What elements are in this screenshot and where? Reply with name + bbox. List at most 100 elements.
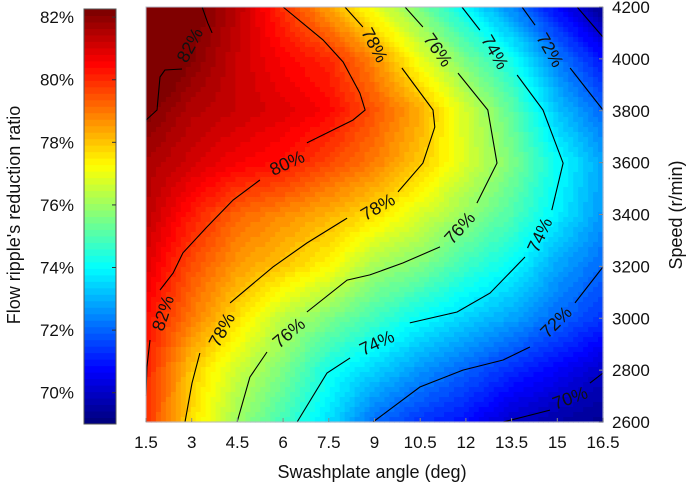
heatmap-cell [245, 22, 251, 28]
heatmap-cell [195, 22, 202, 28]
heatmap-cell [568, 127, 574, 133]
heatmap-cell [488, 187, 495, 193]
heatmap-cell [439, 132, 445, 138]
heatmap-cell [384, 107, 390, 113]
heatmap-cell [404, 87, 410, 93]
heatmap-cell [424, 42, 430, 48]
heatmap-cell [255, 57, 261, 63]
heatmap-cell [364, 92, 371, 98]
heatmap-cell [190, 207, 197, 213]
heatmap-cell [483, 192, 490, 198]
heatmap-cell [523, 202, 530, 208]
heatmap-cell [424, 127, 430, 133]
heatmap-cell [280, 27, 286, 33]
heatmap-cell [240, 77, 246, 83]
heatmap-cell [523, 267, 530, 273]
heatmap-cell [334, 82, 341, 88]
heatmap-cell [513, 132, 520, 138]
heatmap-cell [558, 242, 564, 248]
heatmap-cell [439, 147, 445, 153]
heatmap-cell [220, 17, 227, 23]
heatmap-cell [190, 227, 197, 233]
heatmap-cell [538, 147, 544, 153]
heatmap-cell [593, 232, 599, 238]
heatmap-cell [478, 147, 485, 153]
heatmap-cell [458, 192, 465, 198]
heatmap-cell [449, 257, 455, 263]
heatmap-cell [563, 207, 569, 213]
heatmap-cell [583, 212, 589, 218]
heatmap-cell [429, 32, 435, 38]
heatmap-cell [185, 172, 192, 178]
heatmap-cell [195, 247, 202, 253]
heatmap-cell [230, 242, 237, 248]
heatmap-cell [528, 157, 535, 163]
heatmap-cell [563, 197, 569, 203]
heatmap-cell [285, 232, 291, 238]
heatmap-cell [553, 77, 559, 83]
heatmap-cell [478, 67, 485, 73]
heatmap-cell [295, 137, 301, 143]
heatmap-cell [190, 277, 197, 283]
heatmap-cell [190, 242, 197, 248]
heatmap-cell [598, 22, 604, 28]
heatmap-cell [270, 207, 276, 213]
heatmap-cell [304, 22, 311, 28]
heatmap-cell [483, 67, 490, 73]
heatmap-cell [260, 172, 266, 178]
heatmap-cell [379, 217, 386, 223]
heatmap-cell [369, 157, 376, 163]
heatmap-cell [458, 252, 465, 258]
heatmap-cell [170, 177, 177, 183]
heatmap-cell [369, 232, 376, 238]
heatmap-cell [548, 222, 554, 228]
heatmap-cell [573, 262, 579, 268]
heatmap-cell [329, 67, 336, 73]
heatmap-cell [429, 167, 435, 173]
heatmap-cell [275, 72, 281, 78]
heatmap-cell [210, 7, 217, 13]
heatmap-cell [563, 252, 569, 258]
heatmap-cell [230, 157, 237, 163]
heatmap-cell [354, 207, 361, 213]
heatmap-cell [498, 217, 505, 223]
heatmap-cell [399, 142, 405, 148]
heatmap-cell [309, 247, 316, 253]
heatmap-cell [344, 267, 351, 273]
heatmap-cell [493, 87, 500, 93]
heatmap-cell [528, 127, 535, 133]
heatmap-cell [483, 267, 490, 273]
heatmap-cell [334, 232, 341, 238]
heatmap-cell [444, 117, 450, 123]
heatmap-cell [285, 257, 291, 263]
heatmap-cell [593, 92, 599, 98]
heatmap-cell [225, 97, 232, 103]
heatmap-cell [533, 177, 540, 183]
heatmap-cell [593, 222, 599, 228]
heatmap-cell [309, 92, 316, 98]
heatmap-cell [444, 142, 450, 148]
heatmap-cell [275, 127, 281, 133]
heatmap-cell [528, 62, 535, 68]
heatmap-cell [180, 7, 187, 13]
heatmap-cell [349, 62, 356, 68]
heatmap-cell [270, 37, 276, 43]
heatmap-cell [146, 172, 152, 178]
heatmap-cell [235, 222, 241, 228]
heatmap-cell [409, 242, 415, 248]
heatmap-cell [389, 107, 395, 113]
heatmap-cell [160, 57, 167, 63]
heatmap-cell [488, 17, 495, 23]
heatmap-cell [513, 47, 520, 53]
heatmap-cell [270, 67, 276, 73]
heatmap-cell [478, 122, 485, 128]
heatmap-cell [344, 162, 351, 168]
heatmap-cell [444, 217, 450, 223]
heatmap-cell [230, 227, 237, 233]
heatmap-cell [458, 272, 465, 278]
heatmap-cell [578, 242, 584, 248]
heatmap-cell [260, 82, 266, 88]
heatmap-cell [329, 167, 336, 173]
heatmap-cell [394, 67, 400, 73]
heatmap-cell [513, 177, 520, 183]
